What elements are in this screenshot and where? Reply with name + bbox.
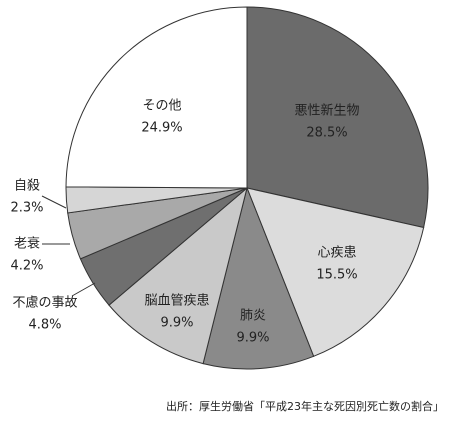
value-label: 4.8% [28,318,61,333]
pie-slice [246,6,429,229]
value-label: 9.9% [236,331,269,346]
slice-label: 脳血管疾患 [144,294,209,309]
slice-label: 自殺 [14,179,40,194]
value-label: 4.2% [10,259,43,274]
slice-label: 不慮の事故 [12,296,77,311]
leader-line [71,282,96,297]
leader-line [41,195,67,209]
slice-label: 心疾患 [317,246,356,261]
value-label: 9.9% [160,316,193,331]
pie-slice [246,187,425,357]
value-label: 2.3% [10,201,43,216]
slice-label: 肺炎 [240,309,266,324]
pie-slice [65,6,248,189]
value-label: 15.5% [316,268,357,283]
pie-slice [108,186,248,365]
value-label: 24.9% [141,121,182,136]
source-note: 出所：厚生労働省「平成23年主な死因別死亡数の割合」 [166,399,444,413]
slice-label: 悪性新生物 [294,103,359,119]
slice-label: その他 [142,99,181,114]
pie-slice [202,186,315,370]
value-label: 28.5% [306,126,347,141]
slice-label: 老衰 [14,236,40,252]
